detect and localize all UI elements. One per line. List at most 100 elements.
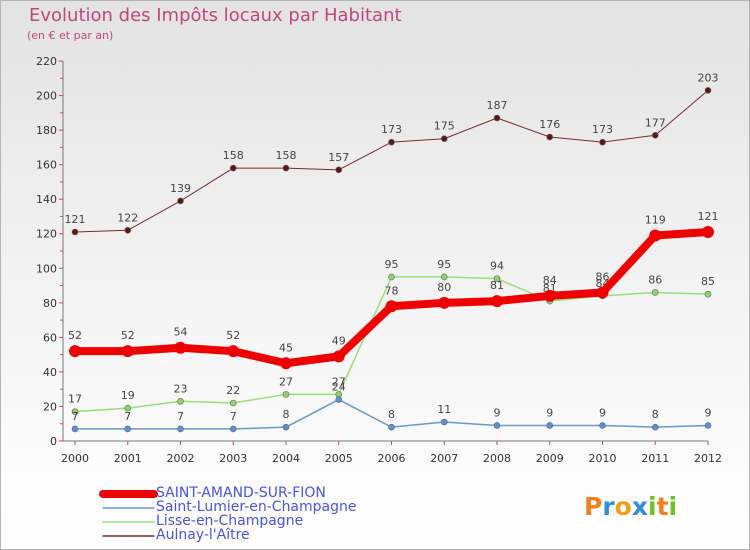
point-aulnay-l-a-tre-2006	[388, 138, 395, 146]
y-tick-label-200: 200	[36, 90, 57, 103]
point-saint-lumier-en-champagne-2007	[440, 418, 448, 426]
data-label-saint-amand-sur-fion-2010: 86	[596, 270, 610, 283]
data-label-lisse-en-champagne-2005: 27	[332, 375, 346, 388]
legend-label-aulnay-l-a-tre: Aulnay-l'Aître	[156, 527, 250, 543]
x-tick-label-2008: 2008	[483, 452, 511, 465]
data-label-saint-amand-sur-fion-2003: 52	[226, 329, 240, 342]
data-label-aulnay-l-a-tre-2003: 158	[223, 149, 244, 162]
point-aulnay-l-a-tre-2002	[177, 197, 184, 205]
proxiti-logo: Proxiti	[584, 492, 677, 521]
data-label-aulnay-l-a-tre-2005: 157	[328, 151, 349, 164]
data-label-saint-amand-sur-fion-2007: 80	[437, 281, 451, 294]
point-saint-amand-sur-fion-2009	[543, 289, 556, 302]
point-saint-amand-sur-fion-2004	[280, 357, 292, 370]
y-tick-label-220: 220	[36, 55, 57, 68]
data-label-lisse-en-champagne-2006: 95	[385, 258, 399, 271]
point-aulnay-l-a-tre-2000	[71, 228, 79, 236]
point-lisse-en-champagne-2008	[493, 275, 501, 282]
point-aulnay-l-a-tre-2010	[599, 138, 606, 146]
data-label-saint-amand-sur-fion-2001: 52	[121, 329, 135, 342]
point-lisse-en-champagne-2004	[282, 391, 290, 398]
data-label-aulnay-l-a-tre-2002: 139	[170, 182, 191, 195]
data-label-lisse-en-champagne-2011: 86	[648, 273, 662, 286]
point-saint-lumier-en-champagne-2011	[651, 423, 659, 431]
data-label-saint-lumier-en-champagne-2012: 9	[705, 406, 712, 419]
x-tick-label-2004: 2004	[272, 452, 300, 465]
point-saint-lumier-en-champagne-2005	[335, 396, 343, 403]
point-lisse-en-champagne-2012	[704, 290, 712, 298]
logo-letter: i	[668, 492, 678, 521]
x-tick-label-2001: 2001	[114, 452, 142, 465]
series-line-saint-amand-sur-fion	[71, 228, 712, 368]
x-tick-label-2010: 2010	[589, 452, 617, 465]
y-tick-label-180: 180	[36, 124, 57, 137]
point-saint-amand-sur-fion-2005	[332, 350, 345, 363]
y-tick-label-80: 80	[43, 297, 57, 310]
data-label-saint-amand-sur-fion-2009: 84	[543, 274, 557, 287]
data-label-aulnay-l-a-tre-2011: 177	[645, 116, 666, 129]
data-label-aulnay-l-a-tre-2000: 121	[65, 213, 86, 226]
data-label-aulnay-l-a-tre-2004: 158	[276, 149, 297, 162]
point-saint-amand-sur-fion-2000	[69, 345, 81, 358]
logo-letter: x	[631, 492, 648, 521]
x-tick-label-2009: 2009	[536, 452, 564, 465]
data-label-lisse-en-champagne-2002: 23	[174, 382, 188, 395]
point-aulnay-l-a-tre-2009	[546, 133, 554, 141]
data-label-saint-amand-sur-fion-2006: 78	[385, 284, 399, 297]
data-label-aulnay-l-a-tre-2008: 187	[487, 99, 508, 112]
x-tick-label-2002: 2002	[167, 452, 195, 465]
point-saint-amand-sur-fion-2011	[649, 229, 662, 242]
data-label-lisse-en-champagne-2000: 17	[68, 393, 82, 406]
data-label-aulnay-l-a-tre-2001: 122	[117, 211, 138, 224]
point-saint-amand-sur-fion-2012	[702, 226, 714, 238]
point-lisse-en-champagne-2001	[124, 404, 132, 412]
logo-letter: o	[614, 492, 632, 521]
y-tick-label-100: 100	[36, 262, 57, 275]
data-label-saint-amand-sur-fion-2000: 52	[68, 329, 82, 342]
point-saint-lumier-en-champagne-2001	[124, 425, 132, 433]
y-tick-label-20: 20	[43, 400, 57, 413]
point-saint-lumier-en-champagne-2004	[282, 423, 290, 431]
data-label-saint-lumier-en-champagne-2006: 8	[388, 408, 395, 421]
point-saint-amand-sur-fion-2003	[227, 345, 240, 358]
data-label-lisse-en-champagne-2007: 95	[437, 258, 451, 271]
data-label-saint-amand-sur-fion-2011: 119	[645, 213, 666, 226]
data-label-aulnay-l-a-tre-2009: 176	[539, 118, 560, 131]
x-tick-label-2005: 2005	[325, 452, 353, 465]
point-lisse-en-champagne-2003	[229, 399, 237, 407]
data-label-aulnay-l-a-tre-2006: 173	[381, 123, 402, 136]
data-label-lisse-en-champagne-2008: 94	[490, 260, 504, 273]
y-tick-label-160: 160	[36, 159, 57, 172]
data-label-aulnay-l-a-tre-2010: 173	[592, 123, 613, 136]
x-tick-label-2006: 2006	[378, 452, 406, 465]
point-saint-lumier-en-champagne-2008	[493, 422, 501, 429]
data-label-saint-amand-sur-fion-2008: 81	[490, 279, 504, 292]
point-lisse-en-champagne-2007	[440, 273, 448, 281]
point-saint-lumier-en-champagne-2012	[704, 422, 712, 429]
logo-letter: i	[648, 492, 657, 521]
data-label-lisse-en-champagne-2012: 85	[701, 275, 715, 288]
data-label-saint-lumier-en-champagne-2007: 11	[437, 403, 451, 416]
x-tick-label-2012: 2012	[694, 452, 722, 465]
point-aulnay-l-a-tre-2007	[440, 135, 448, 143]
legend-label-saint-lumier-en-champagne: Saint-Lumier-en-Champagne	[156, 499, 357, 515]
point-saint-amand-sur-fion-2006	[385, 300, 398, 313]
point-lisse-en-champagne-2002	[177, 397, 184, 405]
point-saint-amand-sur-fion-2010	[596, 286, 609, 299]
legend-label-saint-amand-sur-fion: SAINT-AMAND-SUR-FION	[156, 485, 326, 501]
point-aulnay-l-a-tre-2004	[282, 164, 290, 172]
x-tick-label-2007: 2007	[430, 452, 458, 465]
point-saint-amand-sur-fion-2002	[174, 341, 187, 354]
y-tick-label-40: 40	[43, 366, 57, 379]
data-label-saint-amand-sur-fion-2002: 54	[174, 326, 188, 339]
data-label-lisse-en-champagne-2004: 27	[279, 375, 293, 388]
data-label-saint-lumier-en-champagne-2008: 9	[494, 406, 501, 419]
point-saint-lumier-en-champagne-2009	[546, 422, 554, 429]
point-saint-amand-sur-fion-2008	[491, 295, 503, 308]
data-label-saint-lumier-en-champagne-2002: 7	[177, 410, 184, 423]
x-tick-label-2000: 2000	[61, 452, 89, 465]
y-tick-label-0: 0	[50, 435, 57, 448]
point-lisse-en-champagne-2000	[71, 408, 79, 415]
